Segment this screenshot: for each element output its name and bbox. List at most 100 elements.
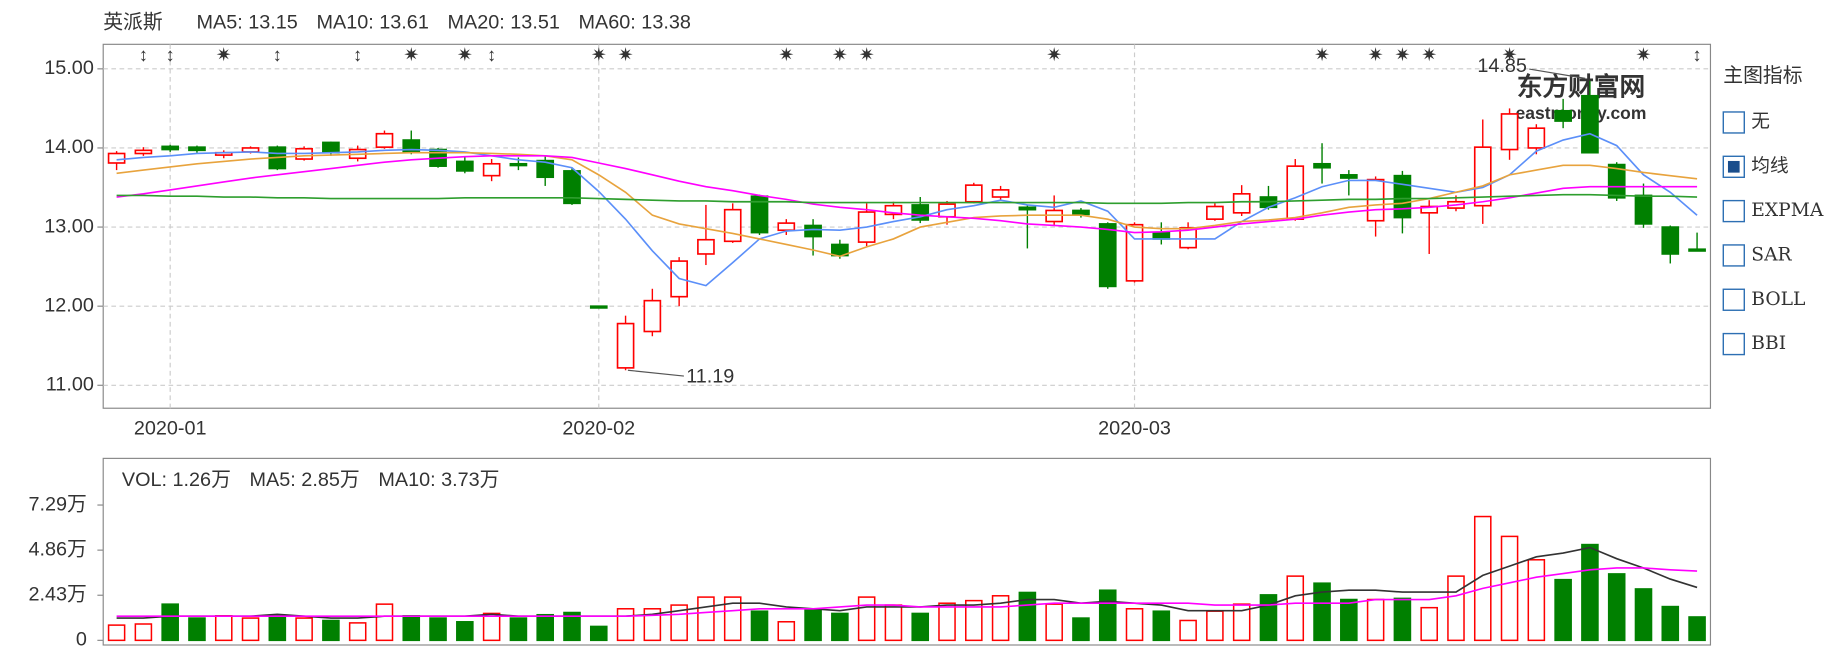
candle-body [509,162,528,167]
annotation-line [1529,68,1586,79]
option-label[interactable]: 无 [1751,111,1770,132]
annotation-line [627,369,684,377]
candle-body [1581,94,1599,154]
checkbox[interactable] [1722,244,1745,267]
event-marker: ✷ [457,44,473,65]
volume-bar [697,596,715,642]
ma-line [116,151,1698,258]
volume-bar [107,624,126,642]
y-tick-label: 7.29万 [29,493,87,515]
volume-bar [1447,575,1465,642]
candle-body [188,146,206,152]
checkbox[interactable] [1722,288,1745,311]
candle-body [1393,174,1412,219]
event-marker: ✷ [1368,44,1384,65]
event-marker: ✷ [1314,44,1330,65]
volume-bar [1527,559,1546,642]
volume-bar [1500,535,1519,642]
volume-bar [509,617,528,642]
volume-bar [402,615,421,642]
option-label[interactable]: 均线 [1751,156,1788,177]
watermark: 东方财富网 [1517,71,1645,101]
checkbox[interactable] [1722,111,1745,134]
candle-body [1232,193,1251,214]
checkbox-mark [1727,160,1740,173]
x-tick-label: 2020-03 [1098,417,1171,439]
event-marker: ✷ [832,44,848,65]
volume-bar [482,612,501,642]
y-tick-label: 14.00 [44,136,94,158]
volume-bar [1607,573,1626,642]
option-label[interactable]: BBI [1751,333,1786,354]
volume-bar [1420,606,1438,642]
volume-bar [804,608,822,642]
event-marker: ↕ [273,44,282,65]
candle-body [1473,146,1492,207]
volume-bar [1045,603,1063,642]
event-marker: ✷ [618,44,634,65]
option-label[interactable]: SAR [1751,244,1792,265]
legend-entry: MA5: 2.85万 [250,469,360,491]
volume-bar [1098,589,1117,642]
volume-ma-line [116,567,1698,618]
stock-name: 英派斯 [103,12,163,34]
volume-bar [965,599,983,642]
y-tick-label: 15.00 [44,57,94,79]
option-label[interactable]: BOLL [1751,289,1805,310]
candle-body [1607,163,1626,199]
volume-bar [161,603,179,642]
x-tick-label: 2020-02 [562,417,635,439]
event-marker: ↕ [353,44,362,65]
event-marker: ✷ [403,44,419,65]
legend-entry: VOL: 1.26万 [122,469,231,491]
volume-bar [1473,515,1492,642]
volume-bar [911,612,930,642]
legend-entry: MA60: 13.38 [579,12,691,34]
volume-bar [616,608,635,642]
candle-body [991,189,1010,198]
volume-bar [1232,603,1251,642]
candle-body [616,322,635,369]
volume-bar [1661,605,1680,642]
candle-body [804,224,822,238]
candle-body [482,162,501,177]
volume-bar [723,596,742,642]
candle-body [697,238,715,255]
event-marker: ↕ [1692,44,1701,65]
volume-bar [857,596,876,642]
volume-bar [1072,617,1090,642]
candle-body [643,299,662,333]
volume-bar [563,611,581,642]
candle-body [1018,206,1037,211]
event-marker: ✷ [1046,44,1062,65]
volume-bar [1286,575,1305,642]
volume-bar [1366,598,1385,642]
volume-bar [938,602,956,642]
volume-bar [1125,608,1144,642]
volume-bar [1581,543,1599,642]
volume-bar [1313,582,1331,642]
y-tick-label: 2.43万 [29,583,87,605]
volume-bar [456,621,474,642]
volume-bar [1393,597,1412,642]
option-label[interactable]: EXPMA [1751,200,1824,221]
volume-bar [134,623,153,642]
y-tick-label: 11.00 [46,374,94,396]
y-tick-label: 13.00 [44,215,94,237]
event-marker: ↕ [487,44,496,65]
volume-bar [750,610,769,642]
checkbox[interactable] [1722,332,1745,356]
volume-bar [375,603,394,642]
event-marker: ↕ [139,44,148,65]
candle-body [1688,248,1706,252]
volume-bar [214,615,233,642]
legend-entry: MA10: 13.61 [317,12,429,34]
candle-body [161,145,180,151]
candle-body [1206,205,1224,220]
volume-bar [777,621,796,642]
candle-body [107,152,126,164]
candle-body [1527,127,1546,149]
candle-body [322,141,340,154]
checkbox[interactable] [1722,199,1745,223]
